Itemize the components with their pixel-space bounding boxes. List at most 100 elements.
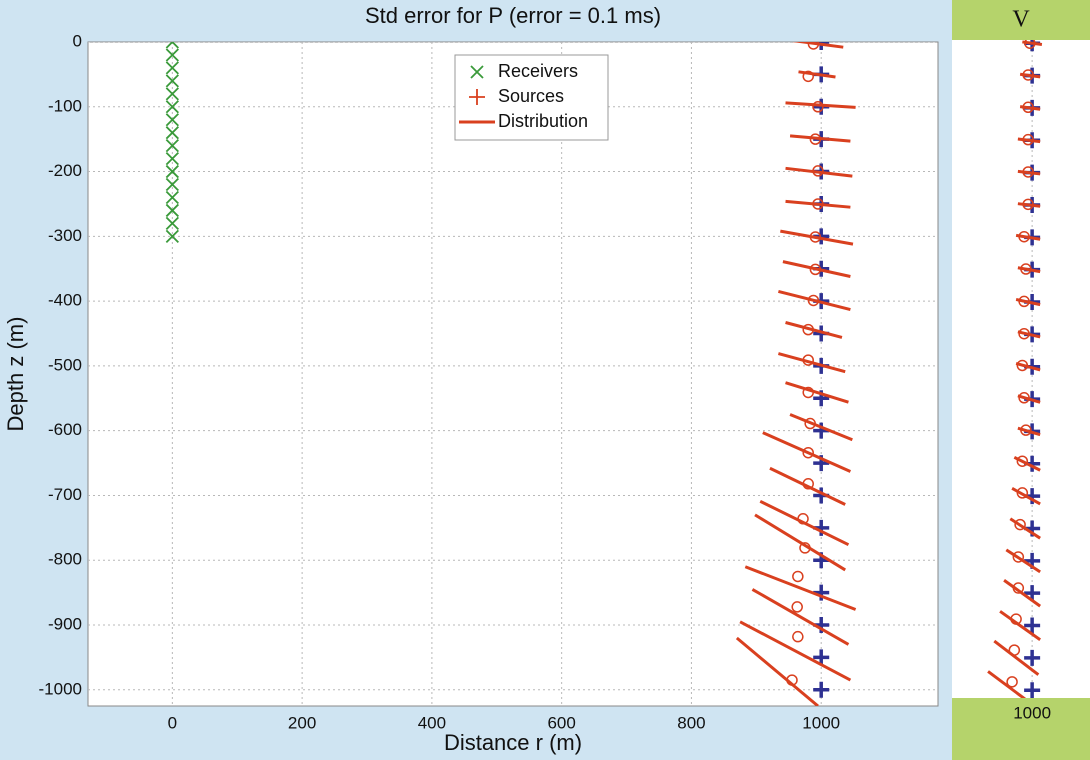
distribution-segment (1015, 297, 1041, 307)
distribution-center (809, 263, 822, 276)
distribution-center (1016, 455, 1029, 467)
distribution-segment (739, 620, 852, 682)
distribution-segment (987, 670, 1027, 698)
source-marker (1024, 617, 1041, 634)
distribution-segment (735, 636, 819, 706)
distribution-center (1018, 295, 1030, 308)
distribution-center (812, 101, 824, 113)
receiver-marker (165, 229, 179, 243)
distribution-segment (1017, 202, 1041, 208)
distribution-segment (769, 466, 846, 506)
distribution-center (792, 630, 804, 643)
distribution-center (1020, 424, 1032, 436)
distribution-segment (778, 289, 851, 311)
source-marker (813, 649, 830, 666)
legend-label: Receivers (498, 61, 578, 81)
y-tick-label: -1000 (39, 679, 82, 698)
distribution-center (1024, 40, 1036, 49)
distribution-center (802, 446, 814, 459)
distribution-center (802, 70, 814, 83)
distribution-segment (744, 565, 857, 611)
y-tick-label: -700 (48, 485, 82, 504)
receiver-marker (165, 100, 179, 114)
distribution-center (1006, 676, 1018, 688)
side-header (952, 0, 1090, 40)
distribution-segment (999, 610, 1042, 641)
legend-symbol (470, 65, 484, 79)
distribution-center (1022, 198, 1034, 211)
distribution-center (1018, 392, 1030, 404)
receiver-marker (165, 177, 179, 192)
chart-title: Std error for P (error = 0.1 ms) (365, 3, 661, 28)
y-tick-label: -900 (48, 615, 82, 634)
distribution-center (812, 165, 824, 177)
y-tick-label: 0 (73, 31, 82, 50)
receiver-marker (165, 61, 179, 75)
distribution-segment (792, 42, 844, 49)
legend-label: Sources (498, 86, 564, 106)
source-marker (813, 681, 830, 698)
y-tick-label: -300 (48, 226, 82, 245)
plot-layer (88, 42, 938, 706)
receiver-marker (165, 216, 179, 231)
x-tick-label: 800 (677, 713, 705, 732)
distribution-center (802, 478, 814, 490)
distribution-center (1022, 166, 1034, 178)
receiver-marker (165, 190, 179, 205)
source-marker (813, 42, 830, 50)
distribution-center (1008, 644, 1021, 656)
distribution-segment (789, 413, 853, 442)
source-marker (1024, 585, 1041, 602)
receiver-marker (165, 126, 179, 140)
receiver-marker (165, 164, 179, 179)
receiver-marker (165, 139, 179, 153)
distribution-center (809, 231, 822, 243)
distribution-center (1016, 359, 1029, 372)
distribution-segment (751, 588, 850, 646)
distribution-center (1010, 613, 1022, 625)
distribution-segment (785, 381, 849, 404)
distribution-segment (993, 639, 1040, 676)
distribution-center (802, 386, 814, 399)
receiver-marker (165, 87, 179, 101)
receiver-marker (165, 203, 179, 218)
receiver-marker (165, 113, 179, 127)
x-tick-label: 400 (418, 713, 446, 732)
main-plot-area (87, 41, 939, 707)
side-plot-area (952, 40, 1090, 698)
distribution-center (1012, 582, 1025, 594)
distribution-center (1022, 101, 1034, 114)
legend-label: Distribution (498, 111, 588, 131)
distribution-center (1022, 133, 1034, 146)
distribution-center (809, 133, 822, 145)
plot-layer (987, 40, 1043, 698)
distribution-center (1018, 230, 1030, 243)
distribution-center (1018, 327, 1030, 340)
distribution-center (791, 601, 803, 613)
distribution-center (807, 294, 820, 307)
y-tick-label: -500 (48, 355, 82, 374)
distribution-segment (1005, 548, 1041, 574)
x-tick-label: 1000 (802, 713, 840, 732)
x-tick-label: 200 (288, 713, 316, 732)
distribution-segment (1015, 233, 1041, 241)
distribution-center (804, 417, 816, 430)
distribution-center (812, 198, 824, 210)
y-tick-label: -600 (48, 420, 82, 439)
distribution-center (1014, 518, 1026, 531)
distribution-center (807, 42, 820, 50)
x-axis-label: Distance r (m) (444, 730, 582, 755)
side-footer (952, 698, 1090, 760)
receiver-marker (165, 42, 179, 49)
source-marker (1024, 682, 1041, 698)
distribution-center (1016, 487, 1029, 499)
distribution-center (802, 323, 814, 336)
distribution-segment (785, 199, 851, 209)
x-tick-label: 600 (547, 713, 575, 732)
distribution-segment (1017, 169, 1041, 176)
distribution-segment (1003, 579, 1042, 608)
distribution-center (1020, 263, 1032, 275)
receiver-marker (165, 48, 179, 62)
distribution-segment (785, 166, 853, 178)
